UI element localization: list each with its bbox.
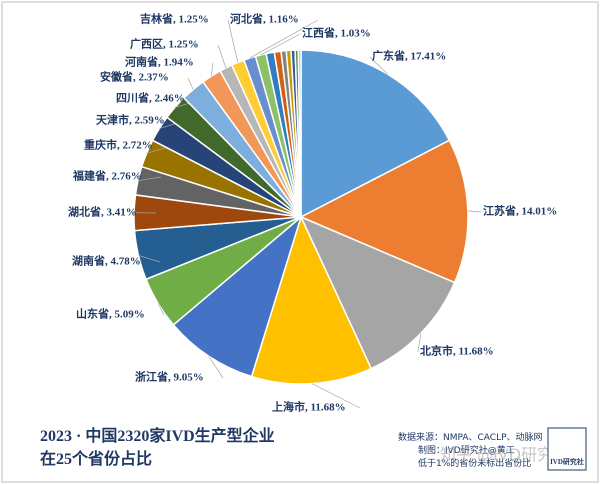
leader-line [260,33,301,56]
data-label: 河北省, 1.16% [230,12,299,26]
data-label: 湖北省, 3.41% [68,205,137,219]
logo-box [547,427,587,471]
data-label: 北京市, 11.68% [420,344,494,358]
data-label: 吉林省, 1.25% [140,12,209,26]
note: 数据来源：NMPA、CACLP、动脉网 [398,431,543,443]
leader-line [210,62,214,77]
leader-line [369,56,389,75]
leader-line [417,333,422,353]
slice [300,49,451,219]
data-label: 安徽省, 2.37% [100,70,169,84]
data-label: 广西区, 1.25% [130,37,199,51]
slice [297,49,302,218]
leader-line [138,255,161,263]
chart-title: 2023 · 中国2320家IVD生产型企业 [40,426,275,445]
slice [172,214,303,378]
leader-line [227,19,239,63]
data-label: 浙江省, 9.05% [135,370,204,384]
leader-line [137,176,162,182]
leader-line [467,210,482,213]
chart-title: 在25个省份占比 [40,449,152,468]
data-label: 上海市, 11.68% [272,400,346,414]
data-label: 福建省, 2.76% [72,169,142,183]
data-label: 四川省, 2.46% [116,91,185,105]
data-label: 山东省, 5.09% [76,307,145,321]
data-label: 重庆市, 2.72% [84,138,153,152]
leader-line [208,356,224,379]
leader-line [311,383,361,409]
slice [299,139,469,284]
watermark: 知乎 @IVD研究社 [440,445,569,464]
logo: IVD研究社 [550,457,584,466]
slice [250,214,373,385]
pie [133,19,482,409]
leader-line [217,44,227,68]
data-label: 河南省, 1.94% [125,55,194,69]
leader-line [249,19,319,59]
note: 制图：IVD研究社@黄工 [418,444,515,456]
data-label: 天津市, 2.59% [96,113,165,127]
data-label: 湖南省, 4.78% [72,254,141,268]
leader-line [187,77,194,90]
data-label: 江苏省, 14.01% [483,204,557,218]
data-label: 江西省, 1.03% [302,26,371,40]
note: 低于1%的省份未标出省份比 [418,457,531,469]
data-label: 广东省, 17.41% [372,49,446,63]
leader-line [157,302,165,316]
slice [299,215,456,370]
